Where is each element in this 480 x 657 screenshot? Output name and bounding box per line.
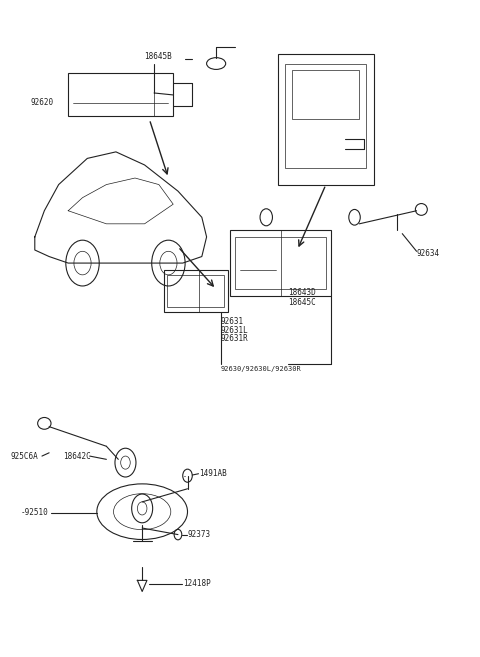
- Text: 92620: 92620: [30, 99, 53, 107]
- Text: 92631L: 92631L: [221, 326, 249, 335]
- Text: 18645C: 18645C: [288, 298, 315, 307]
- Text: 92630/92630L/92630R: 92630/92630L/92630R: [221, 366, 301, 372]
- Text: 18642C: 18642C: [63, 451, 91, 461]
- Text: 92373: 92373: [188, 530, 211, 539]
- Text: 92634: 92634: [417, 249, 440, 258]
- Text: 12418P: 12418P: [183, 579, 211, 588]
- Text: 18643D: 18643D: [288, 288, 315, 297]
- Text: 1491AB: 1491AB: [199, 469, 227, 478]
- Text: 92631: 92631: [221, 317, 244, 327]
- Text: 18645B: 18645B: [144, 53, 172, 62]
- Text: 92631R: 92631R: [221, 334, 249, 344]
- Text: 925C6A: 925C6A: [11, 451, 39, 461]
- Text: -92510: -92510: [21, 509, 48, 518]
